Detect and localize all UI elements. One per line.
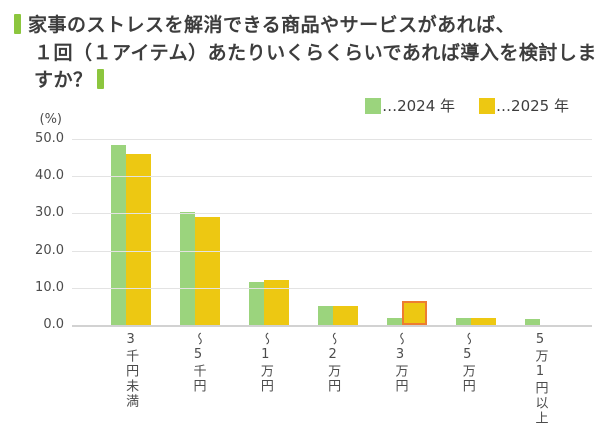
gridline [72,287,592,289]
bar-2025 [333,306,358,325]
bar-2025 [401,300,427,325]
title-line2-text: １回（１アイテム）あたりいくらくらいであれば導入を検討しますか？ [34,41,597,92]
gridline [72,250,592,252]
category-label: ～1万円 [257,332,273,394]
y-tick-label: 10.0 [35,279,64,295]
bar-group [372,139,441,325]
bars-container [97,139,579,325]
category-label: ～5万円 [459,332,475,394]
bar-2024 [180,211,196,325]
bar-group [304,139,373,325]
legend-item-2024: …2024 年 [365,95,455,116]
y-tick-label: 50.0 [35,131,64,146]
x-label-slot: ～3万円 [366,332,433,426]
bar-2025 [195,217,221,325]
x-label-slot: ～5万円 [434,332,501,426]
gridline [72,176,592,178]
gridline [72,139,592,140]
bar-group [510,139,579,325]
gridline [72,213,592,215]
y-tick-label: 30.0 [35,205,64,221]
title-line-1: 家事のストレスを解消できる商品やサービスがあれば、 [14,12,602,40]
bar-group [235,139,304,325]
x-label-slot: ～2万円 [299,332,366,426]
category-label: ～2万円 [325,332,341,394]
title-accent-bar-icon [14,14,21,34]
bar-2024 [386,317,402,325]
category-label: 5万1円以上 [532,332,548,426]
category-label: 3千円未満 [123,332,139,409]
legend-label-2025: …2025 年 [496,97,569,115]
bar-group [166,139,235,325]
bar-2024 [249,282,265,325]
y-tick-label: 20.0 [35,242,64,258]
bar-2025 [126,153,152,325]
title-accent-bar-icon [96,69,104,90]
plot-area: 50.0 40.0 30.0 20.0 10.0 0.0 [35,131,592,332]
y-tick-label: 40.0 [35,168,64,184]
y-axis-unit-label: (%) [39,112,63,127]
bar-2024 [455,317,471,325]
legend-label-2024: …2024 年 [382,97,456,115]
bar-2024 [111,144,127,325]
legend: …2024 年 …2025 年 [365,95,569,116]
legend-swatch-2024-icon [365,97,382,114]
x-label-slot: 3千円未満 [97,332,164,426]
x-label-slot: 5万1円以上 [501,332,579,426]
bar-group [97,139,166,325]
title-line-2: １回（１アイテム）あたりいくらくらいであれば導入を検討しますか？ [14,40,602,95]
chart-title: 家事のストレスを解消できる商品やサービスがあれば、 １回（１アイテム）あたりいく… [14,12,602,95]
bar-group [441,139,510,325]
legend-swatch-2025-icon [479,97,496,114]
bar-2024 [524,319,540,325]
legend-item-2025: …2025 年 [479,95,569,116]
category-label: ～5千円 [190,332,206,394]
bar-2024 [318,306,333,325]
title-line1-text: 家事のストレスを解消できる商品やサービスがあれば、 [28,14,516,36]
x-label-slot: ～5千円 [164,332,231,426]
y-tick-label: 0.0 [43,317,64,332]
x-label-slot: ～1万円 [232,332,299,426]
bar-2025 [470,317,496,325]
category-label: ～3万円 [392,332,408,394]
x-axis-labels: 3千円未満 ～5千円 ～1万円 ～2万円 ～3万円 ～5万円 5万1円以上 [97,332,579,426]
